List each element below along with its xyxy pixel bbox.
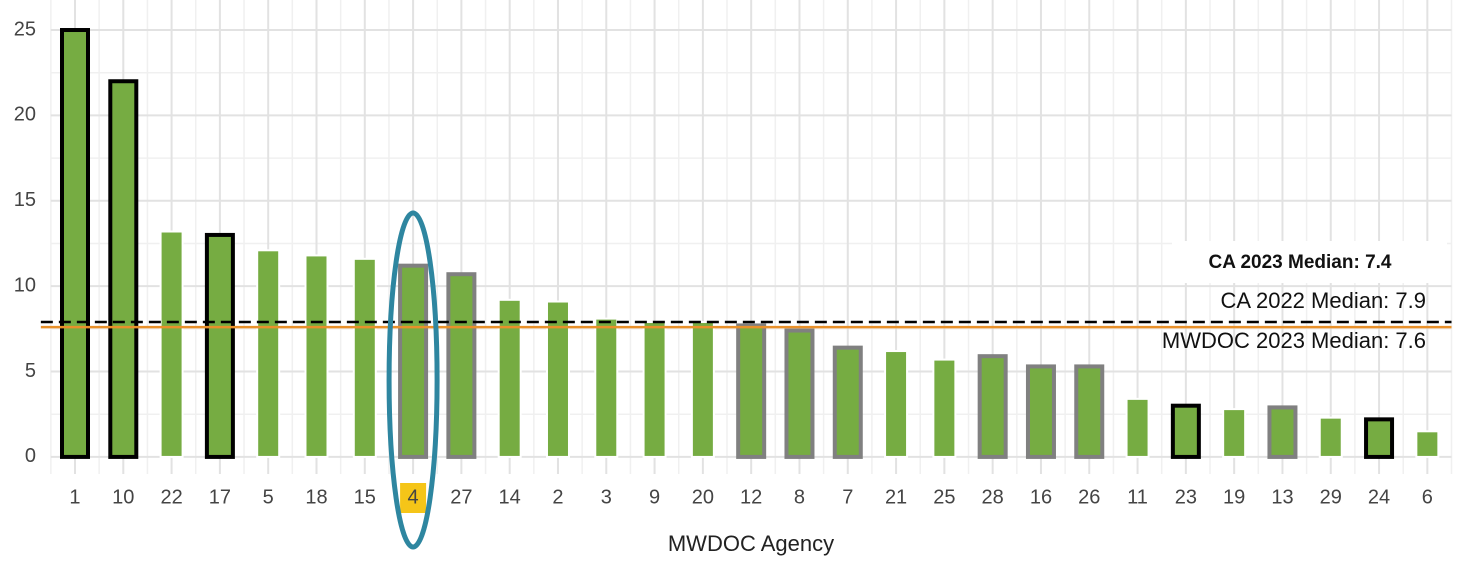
x-tick-label: 20	[692, 486, 714, 508]
x-tick-label: 29	[1320, 486, 1342, 508]
bar	[884, 350, 909, 458]
bar	[1025, 364, 1056, 459]
x-tick-label: 22	[160, 486, 182, 508]
bar	[977, 354, 1008, 459]
bar	[1267, 405, 1298, 459]
x-tick-label: 24	[1368, 486, 1390, 508]
bar	[446, 272, 477, 459]
bar	[594, 317, 619, 458]
x-tick-label: 25	[933, 486, 955, 508]
bar	[784, 328, 815, 459]
x-tick-label: 12	[740, 486, 762, 508]
x-axis-label: MWDOC Agency	[668, 531, 834, 556]
x-tick-label: 3	[601, 486, 612, 508]
x-tick-label: 8	[794, 486, 805, 508]
x-tick-label: 13	[1271, 486, 1293, 508]
y-tick-label: 10	[14, 274, 36, 296]
bar	[304, 254, 329, 458]
x-tick-label: 26	[1078, 486, 1100, 508]
bar	[1222, 408, 1247, 458]
median-label: MWDOC 2023 Median: 7.6	[1162, 328, 1426, 353]
x-tick-label: 11	[1127, 486, 1148, 508]
x-tick-label: 23	[1175, 486, 1197, 508]
x-tick-label: 17	[209, 486, 231, 508]
bar	[59, 28, 90, 459]
bar	[352, 257, 377, 458]
y-tick-label: 20	[14, 104, 36, 126]
x-tick-label: 27	[450, 486, 472, 508]
highlight-ellipse	[386, 210, 440, 550]
bar	[108, 79, 139, 459]
bar	[1415, 430, 1440, 458]
x-tick-label: 16	[1030, 486, 1052, 508]
bar	[159, 230, 184, 458]
x-tick-label: 1	[69, 486, 80, 508]
x-tick-label: 10	[112, 486, 134, 508]
x-tick-label: 7	[842, 486, 853, 508]
x-tick-label: 2	[552, 486, 563, 508]
x-tick-label: 18	[305, 486, 327, 508]
x-tick-label: 15	[354, 486, 376, 508]
bar	[1170, 403, 1201, 459]
bar	[690, 321, 715, 458]
bar	[204, 232, 235, 459]
bar	[832, 345, 863, 459]
bar	[256, 249, 281, 458]
bar	[736, 323, 767, 459]
x-tick-label: 28	[982, 486, 1004, 508]
bar	[1125, 397, 1150, 458]
bar	[398, 263, 429, 459]
x-tick-label: 6	[1422, 486, 1433, 508]
bar	[1318, 416, 1343, 458]
bar	[932, 358, 957, 458]
x-tick-label: 4	[408, 486, 419, 508]
median-label: CA 2023 Median: 7.4	[1208, 252, 1391, 273]
bar	[642, 321, 667, 458]
y-tick-label: 25	[14, 18, 36, 40]
highlight-box	[400, 483, 427, 513]
y-tick-label: 5	[25, 360, 36, 382]
x-tick-label: 21	[885, 486, 907, 508]
y-tick-label: 15	[14, 189, 36, 211]
bar	[1364, 417, 1395, 459]
x-tick-label: 5	[263, 486, 274, 508]
label-box	[1172, 241, 1447, 283]
x-tick-label: 19	[1223, 486, 1245, 508]
bar	[545, 300, 570, 458]
x-tick-label: 9	[649, 486, 660, 508]
x-tick-label: 14	[499, 486, 521, 508]
y-tick-label: 0	[25, 445, 36, 467]
median-label: CA 2022 Median: 7.9	[1221, 288, 1426, 313]
bar	[497, 298, 522, 458]
bar	[1074, 364, 1105, 459]
